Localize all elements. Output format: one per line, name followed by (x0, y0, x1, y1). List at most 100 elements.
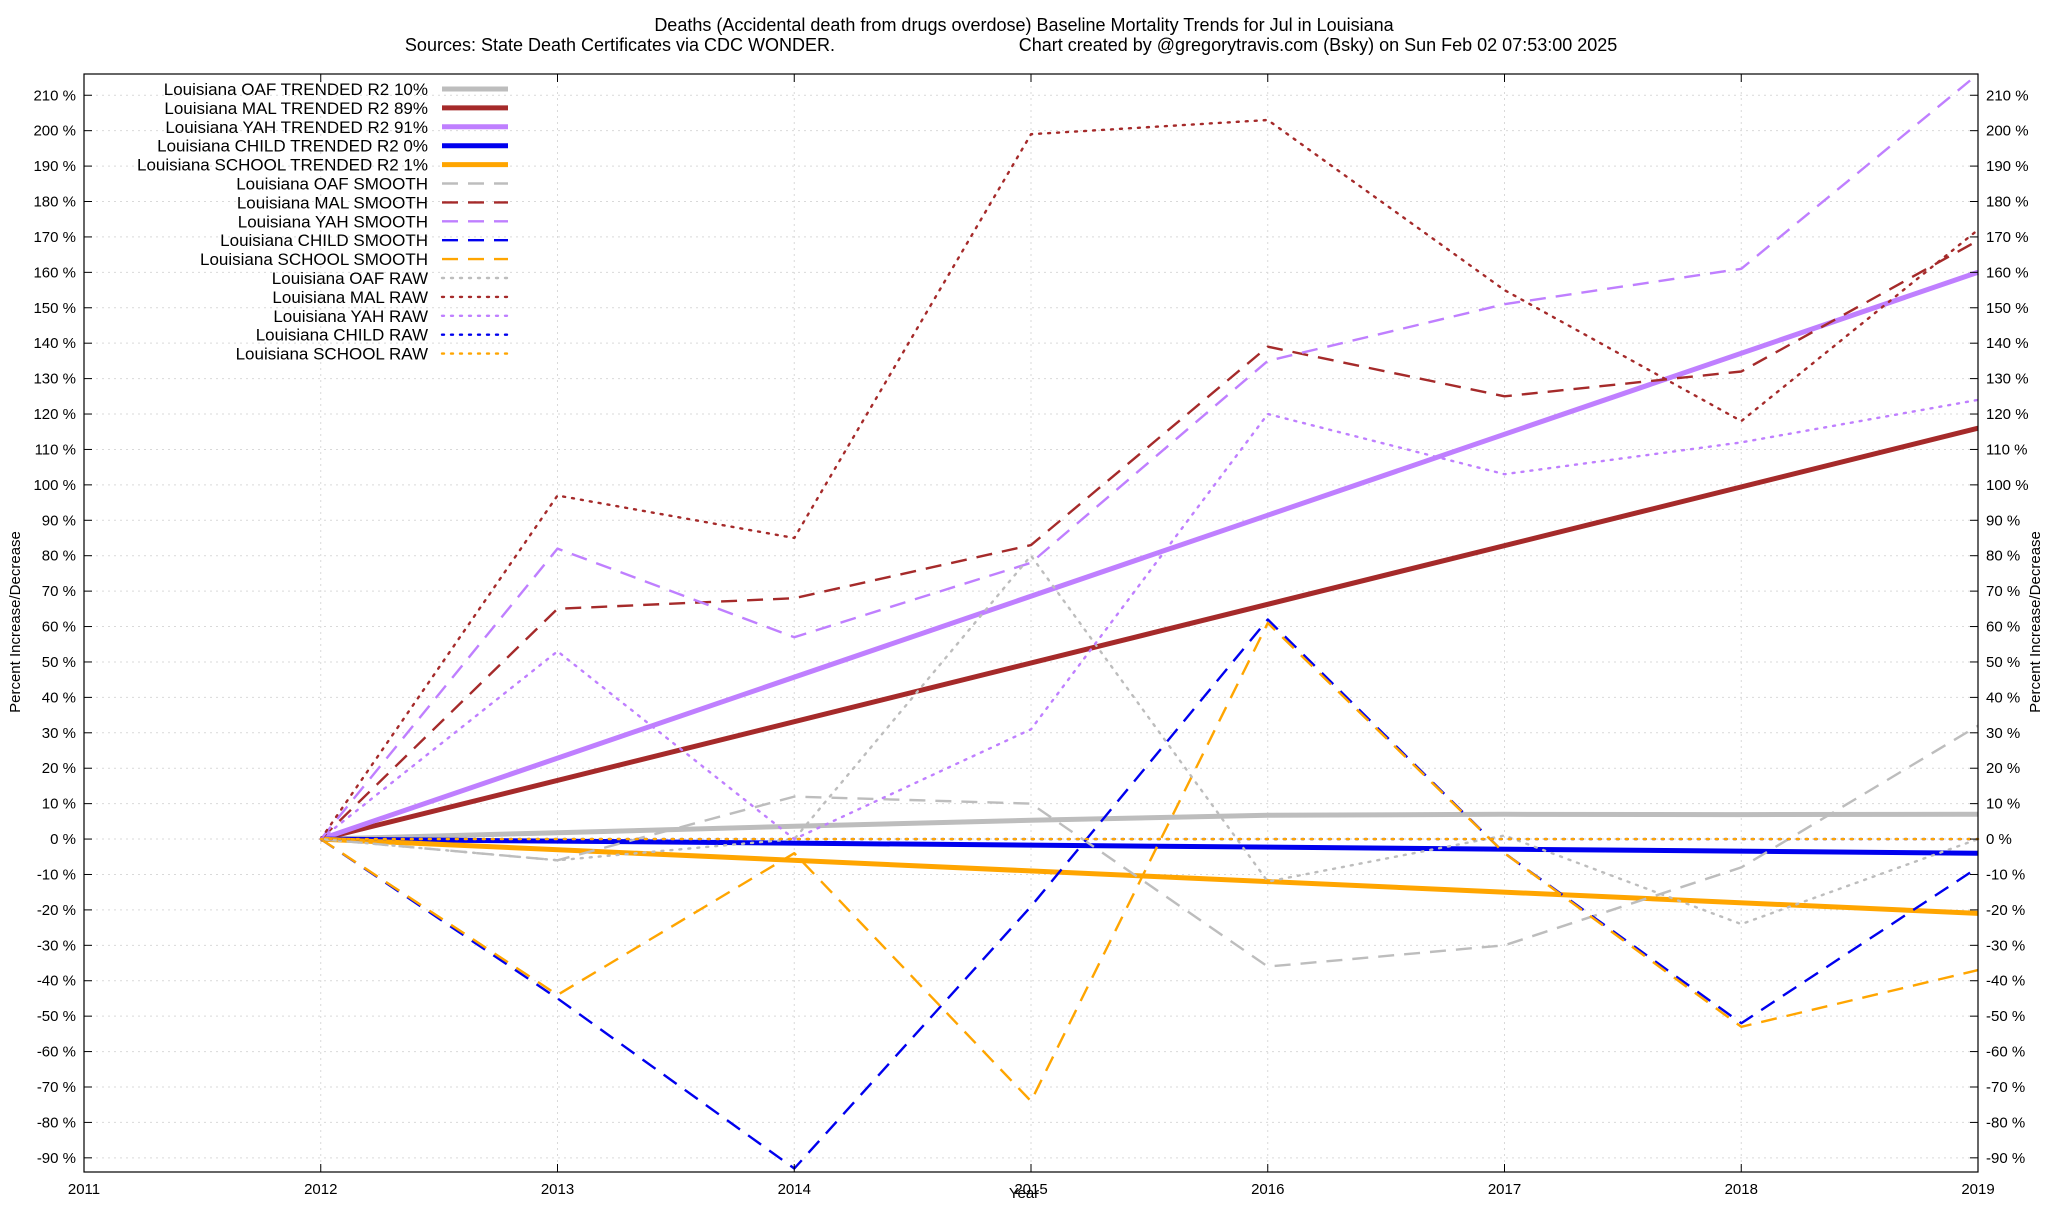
x-tick-label: 2018 (1725, 1181, 1758, 1198)
x-tick-label: 2016 (1251, 1181, 1284, 1198)
series-line-4 (320, 836, 1979, 916)
y-tick-label-right: -30 % (1986, 937, 2025, 954)
x-tick-label: 2019 (1961, 1181, 1994, 1198)
y-tick-label-right: 20 % (1986, 760, 2020, 777)
legend-label-13: Louisiana CHILD RAW (256, 326, 428, 345)
legend-label-1: Louisiana MAL TRENDED R2 89% (164, 99, 428, 118)
y-tick-label-right: 200 % (1986, 123, 2029, 140)
y-tick-label-right: 70 % (1986, 583, 2020, 600)
y-tick-label-left: 70 % (42, 583, 76, 600)
y-tick-label-right: 160 % (1986, 264, 2029, 281)
y-tick-label-right: -20 % (1986, 902, 2025, 919)
y-tick-label-right: 0 % (1986, 831, 2012, 848)
x-tick-label: 2017 (1488, 1181, 1521, 1198)
y-tick-label-right: 130 % (1986, 371, 2029, 388)
y-tick-label-right: -90 % (1986, 1150, 2025, 1167)
series-line-0 (320, 811, 1979, 842)
legend-label-8: Louisiana CHILD SMOOTH (220, 231, 428, 250)
y-tick-label-right: 190 % (1986, 158, 2029, 175)
y-tick-label-right: -40 % (1986, 973, 2025, 990)
grid (84, 74, 1978, 1172)
y-tick-label-right: 110 % (1986, 441, 2027, 458)
y-tick-label-left: 60 % (42, 619, 76, 636)
y-tick-label-left: -60 % (37, 1044, 76, 1061)
legend-label-11: Louisiana MAL RAW (272, 288, 428, 307)
legend: Louisiana OAF TRENDED R2 10%Louisiana MA… (137, 80, 510, 364)
series-line-3 (320, 836, 1979, 856)
y-tick-label-left: 10 % (42, 796, 76, 813)
y-tick-label-left: 190 % (33, 158, 76, 175)
y-tick-label-left: -50 % (37, 1008, 76, 1025)
series-line-10 (319, 554, 1980, 926)
x-tick-label: 2014 (778, 1181, 811, 1198)
y-tick-label-right: 120 % (1986, 406, 2029, 423)
y-tick-label-left: 20 % (42, 760, 76, 777)
y-tick-label-left: -70 % (37, 1079, 76, 1096)
y-tick-label-left: 150 % (33, 300, 76, 317)
x-axis-label: Year (1009, 1185, 1039, 1200)
y-tick-label-left: -90 % (37, 1150, 76, 1167)
y-tick-label-right: 10 % (1986, 796, 2020, 813)
chart-source-note: Sources: State Death Certificates via CD… (405, 35, 835, 55)
y-tick-label-right: 150 % (1986, 300, 2029, 317)
y-tick-label-left: -10 % (37, 866, 76, 883)
y-tick-label-left: -80 % (37, 1114, 76, 1131)
y-tick-label-right: 100 % (1986, 477, 2029, 494)
legend-label-10: Louisiana OAF RAW (272, 269, 428, 288)
legend-label-0: Louisiana OAF TRENDED R2 10% (164, 80, 428, 99)
y-tick-label-left: 80 % (42, 548, 76, 565)
legend-label-2: Louisiana YAH TRENDED R2 91% (165, 118, 428, 137)
x-tick-label: 2012 (304, 1181, 337, 1198)
y-tick-label-right: 210 % (1986, 87, 2029, 104)
x-tick-label: 2011 (68, 1181, 100, 1198)
y-tick-label-right: -10 % (1986, 866, 2025, 883)
series-line-7 (319, 73, 1979, 840)
series-line-11 (319, 118, 1980, 841)
y-tick-label-right: 170 % (1986, 229, 2029, 246)
y-tick-label-right: 30 % (1986, 725, 2020, 742)
y-axis-label-right: Percent Increase/Decrease (2027, 531, 2044, 713)
y-tick-label-left: 210 % (33, 87, 76, 104)
y-tick-label-right: -50 % (1986, 1008, 2025, 1025)
y-tick-label-right: 40 % (1986, 689, 2020, 706)
chart-credit-note: Chart created by @gregorytravis.com (Bsk… (1019, 35, 1618, 55)
y-tick-label-left: -20 % (37, 902, 76, 919)
y-tick-label-left: 90 % (42, 512, 76, 529)
series-line-12 (319, 398, 1980, 841)
legend-label-14: Louisiana SCHOOL RAW (236, 345, 428, 364)
y-tick-label-right: 60 % (1986, 619, 2020, 636)
y-tick-label-left: 110 % (35, 441, 76, 458)
series-line-2 (319, 269, 1979, 842)
y-tick-label-right: 180 % (1986, 194, 2029, 211)
y-tick-label-left: 130 % (33, 371, 76, 388)
y-tick-label-left: 30 % (42, 725, 76, 742)
y-tick-label-left: -40 % (37, 973, 76, 990)
legend-label-3: Louisiana CHILD TRENDED R2 0% (157, 137, 428, 156)
chart-title: Deaths (Accidental death from drugs over… (654, 15, 1394, 35)
y-tick-label-left: 100 % (33, 477, 76, 494)
y-tick-label-right: 140 % (1986, 335, 2029, 352)
x-tick-label: 2013 (541, 1181, 574, 1198)
legend-label-12: Louisiana YAH RAW (273, 307, 428, 326)
y-tick-label-left: 180 % (33, 194, 76, 211)
y-tick-label-right: -80 % (1986, 1114, 2025, 1131)
y-tick-label-left: 120 % (33, 406, 76, 423)
x-tick-label: 2015 (1014, 1181, 1047, 1198)
series-line-8 (320, 618, 1979, 1170)
series-lines (319, 73, 1980, 1170)
legend-label-9: Louisiana SCHOOL SMOOTH (200, 250, 428, 269)
y-tick-label-right: 50 % (1986, 654, 2020, 671)
series-line-5 (320, 724, 1979, 968)
y-axis-label-left: Percent Increase/Decrease (7, 531, 24, 713)
legend-label-6: Louisiana MAL SMOOTH (237, 193, 428, 212)
y-tick-label-left: 40 % (42, 689, 76, 706)
y-tick-label-left: -30 % (37, 937, 76, 954)
legend-label-5: Louisiana OAF SMOOTH (236, 175, 428, 194)
series-line-9 (320, 621, 1979, 1103)
y-tick-label-left: 160 % (33, 264, 76, 281)
y-tick-label-left: 140 % (33, 335, 76, 352)
y-tick-label-left: 170 % (33, 229, 76, 246)
y-tick-label-left: 50 % (42, 654, 76, 671)
